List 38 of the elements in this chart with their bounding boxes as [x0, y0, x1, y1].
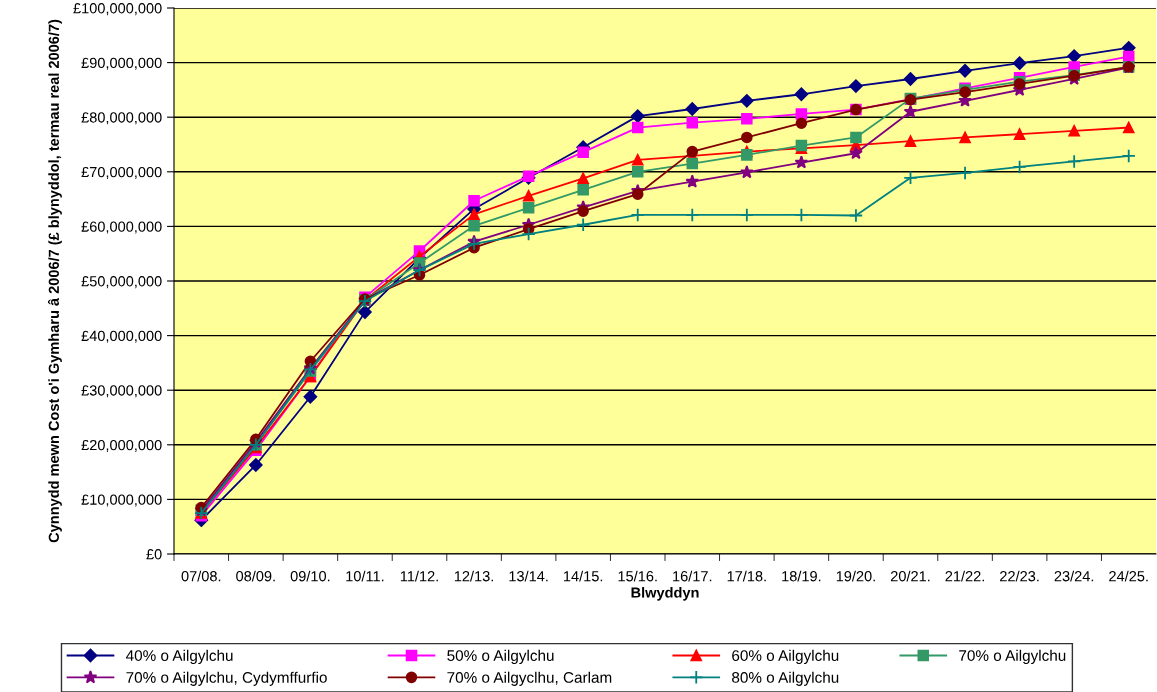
x-tick-label: 21/22. — [945, 570, 984, 582]
x-tick-label: 09/10. — [290, 570, 330, 582]
x-tick-label: 08/09. — [236, 570, 275, 582]
x-tick-label: 10/11. — [346, 570, 384, 582]
y-tick-label: £10,000,000 — [81, 494, 162, 507]
x-tick-label: 22/23. — [1000, 570, 1039, 582]
legend-label: 40% o Ailgylchu — [126, 649, 233, 665]
x-tick-label: 07/08. — [181, 570, 221, 582]
x-tick-label: 19/20. — [836, 570, 875, 582]
y-tick-label: £70,000,000 — [81, 166, 162, 179]
y-tick-label: £60,000,000 — [81, 221, 162, 234]
x-tick-label: 24/25. — [1109, 570, 1148, 582]
y-axis-title: Cynnydd mewn Cost o'i Gymharu â 2006/7 (£ blynyddol, termau real 2006/7) — [47, 19, 62, 543]
legend-label: 70% o Ailgylchu — [959, 649, 1066, 665]
legend-label: 50% o Ailgylchu — [447, 649, 554, 665]
y-tick-label: £0 — [146, 549, 162, 560]
x-tick-label: 16/17. — [673, 570, 712, 582]
x-tick-label: 12/13. — [454, 570, 493, 582]
x-tick-label: 15/16. — [618, 570, 657, 582]
x-tick-label: 13/14. — [509, 570, 548, 582]
legend-label: 70% o Ailgylchu, Cydymffurfio — [126, 671, 327, 686]
y-tick-label: £40,000,000 — [81, 330, 162, 343]
y-tick-label: £20,000,000 — [81, 439, 162, 452]
y-tick-label: £90,000,000 — [81, 57, 162, 70]
x-tick-label: 14/15. — [564, 570, 603, 582]
x-axis-title: Blwyddyn — [631, 587, 699, 601]
x-tick-label: 23/24. — [1054, 570, 1094, 582]
y-tick-label: £80,000,000 — [81, 112, 162, 125]
legend-label: 60% o Ailgylchu — [732, 649, 839, 665]
y-tick-label: £50,000,000 — [81, 276, 162, 289]
x-tick-label: 20/21. — [890, 570, 930, 582]
x-tick-label: 18/19. — [782, 570, 821, 582]
y-tick-label: £100,000,000 — [73, 3, 162, 16]
x-tick-label: 17/18. — [727, 570, 766, 582]
y-tick-label: £30,000,000 — [81, 385, 162, 398]
x-tick-label: 11/12. — [400, 570, 438, 582]
legend-label: 80% o Ailgylchu — [732, 671, 839, 686]
legend-label: 70% o Ailgyclhu, Carlam — [447, 671, 612, 686]
